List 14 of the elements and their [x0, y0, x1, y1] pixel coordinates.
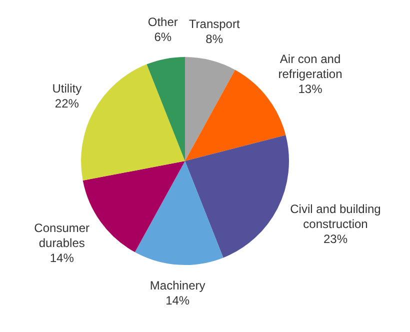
data-label: 14% [166, 294, 190, 308]
slice-label: Transport [188, 16, 240, 31]
data-label: 14% [50, 250, 74, 265]
slice-label: Machinery [150, 278, 206, 293]
data-label: 22% [54, 96, 80, 111]
data-label: 6% [154, 30, 172, 44]
slice-label: Consumer durables [34, 220, 90, 250]
data-label: 13% [298, 82, 323, 96]
slice-label: Air con and refrigeration [278, 52, 342, 82]
slice-label: Other [148, 15, 178, 30]
data-label: 23% [323, 232, 348, 246]
data-label: 8% [206, 32, 224, 46]
slice-label: Civil and building construction [290, 202, 381, 232]
slice-label: Utility [52, 82, 82, 96]
